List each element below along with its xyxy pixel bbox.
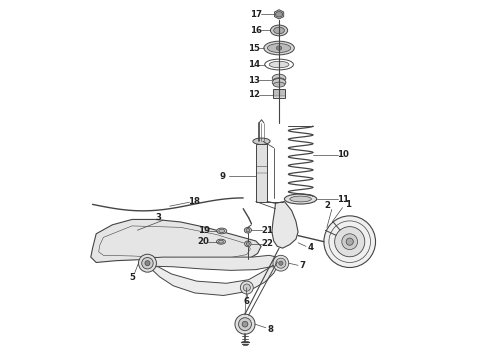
Bar <box>256 144 267 202</box>
Text: 8: 8 <box>268 325 274 334</box>
Polygon shape <box>274 10 284 19</box>
Ellipse shape <box>270 25 288 36</box>
Ellipse shape <box>275 12 283 17</box>
Text: 5: 5 <box>129 273 135 282</box>
Polygon shape <box>272 202 298 248</box>
Text: 17: 17 <box>250 10 262 19</box>
Ellipse shape <box>272 78 286 86</box>
Ellipse shape <box>276 46 282 50</box>
Ellipse shape <box>253 138 270 144</box>
Text: 2: 2 <box>324 201 330 210</box>
Ellipse shape <box>268 44 291 53</box>
Ellipse shape <box>272 74 286 82</box>
Circle shape <box>145 261 150 266</box>
Ellipse shape <box>217 228 227 234</box>
Polygon shape <box>148 266 277 296</box>
Circle shape <box>273 255 289 271</box>
Circle shape <box>239 318 251 330</box>
Text: 14: 14 <box>248 60 260 69</box>
Circle shape <box>243 284 250 291</box>
Text: 20: 20 <box>198 237 210 246</box>
Ellipse shape <box>246 242 249 246</box>
Circle shape <box>279 261 283 265</box>
Polygon shape <box>91 220 261 263</box>
Text: 6: 6 <box>244 297 250 306</box>
Polygon shape <box>143 255 278 270</box>
Text: 11: 11 <box>337 194 348 203</box>
Text: 10: 10 <box>337 150 348 159</box>
Text: 1: 1 <box>345 199 351 208</box>
Text: 15: 15 <box>248 44 260 53</box>
Text: 13: 13 <box>247 76 260 85</box>
Text: 22: 22 <box>261 239 273 248</box>
Text: 7: 7 <box>299 261 305 270</box>
Circle shape <box>324 216 375 267</box>
Ellipse shape <box>264 41 294 55</box>
Text: 4: 4 <box>307 243 313 252</box>
Ellipse shape <box>290 196 311 202</box>
Circle shape <box>335 226 365 257</box>
Text: 21: 21 <box>261 226 273 235</box>
Circle shape <box>139 254 156 272</box>
Circle shape <box>342 234 358 249</box>
Ellipse shape <box>245 241 251 247</box>
Ellipse shape <box>274 27 285 34</box>
Ellipse shape <box>219 240 223 243</box>
Ellipse shape <box>285 194 317 204</box>
Circle shape <box>240 281 253 294</box>
Text: 12: 12 <box>247 90 260 99</box>
Ellipse shape <box>246 228 250 232</box>
Ellipse shape <box>269 61 289 68</box>
Circle shape <box>276 258 286 268</box>
Circle shape <box>142 257 153 269</box>
Text: 18: 18 <box>188 197 200 206</box>
Ellipse shape <box>219 229 224 233</box>
Circle shape <box>242 321 248 327</box>
Ellipse shape <box>217 239 225 244</box>
Text: 9: 9 <box>220 172 226 181</box>
Ellipse shape <box>273 82 285 87</box>
Text: 16: 16 <box>250 26 262 35</box>
Circle shape <box>346 238 353 245</box>
Text: 19: 19 <box>198 226 211 235</box>
Bar <box>273 89 285 98</box>
Ellipse shape <box>245 227 251 233</box>
Ellipse shape <box>273 78 285 83</box>
Text: 3: 3 <box>155 213 161 222</box>
Circle shape <box>235 314 255 334</box>
